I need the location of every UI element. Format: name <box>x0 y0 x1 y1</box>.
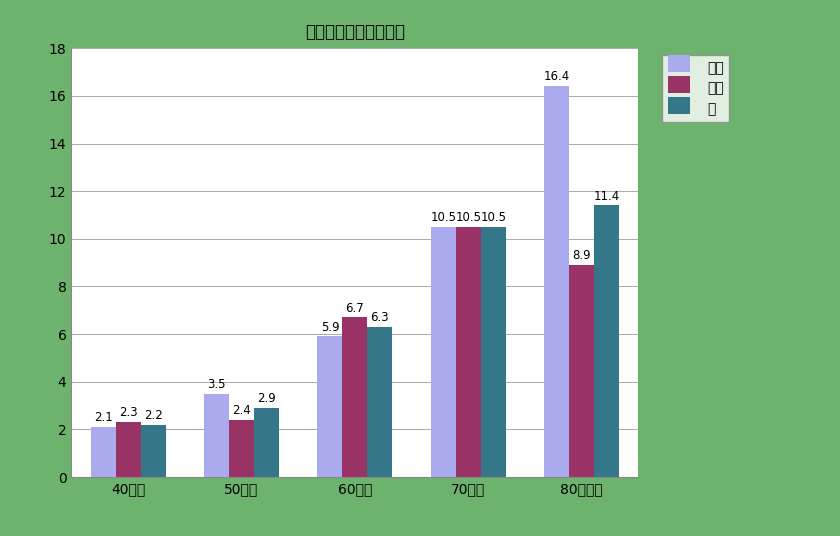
Bar <box>140 425 165 477</box>
Bar <box>116 422 140 477</box>
Text: 2.9: 2.9 <box>257 392 276 405</box>
Text: 6.7: 6.7 <box>345 302 365 315</box>
Bar <box>544 86 570 477</box>
Bar <box>480 227 506 477</box>
Bar <box>570 265 594 477</box>
Legend: 男性, 女性, 全: 男性, 女性, 全 <box>663 55 729 122</box>
Text: 3.5: 3.5 <box>207 378 226 391</box>
Bar <box>229 420 254 477</box>
Text: 2.3: 2.3 <box>118 406 138 419</box>
Bar <box>254 408 279 477</box>
Title: 全緑内障年代別有病率: 全緑内障年代別有病率 <box>305 23 405 41</box>
Text: 16.4: 16.4 <box>543 71 570 84</box>
Bar <box>594 205 619 477</box>
Text: 8.9: 8.9 <box>572 249 591 262</box>
Bar <box>456 227 480 477</box>
Text: 10.5: 10.5 <box>455 211 481 224</box>
Text: 6.3: 6.3 <box>370 311 389 324</box>
Text: 5.9: 5.9 <box>321 321 339 333</box>
Bar <box>367 327 392 477</box>
Bar <box>343 317 367 477</box>
Text: 10.5: 10.5 <box>480 211 507 224</box>
Bar <box>318 337 343 477</box>
Text: 10.5: 10.5 <box>430 211 456 224</box>
Text: 2.4: 2.4 <box>232 404 251 417</box>
Bar <box>91 427 116 477</box>
Text: 2.2: 2.2 <box>144 409 162 422</box>
Text: 2.1: 2.1 <box>94 411 113 424</box>
Bar <box>204 393 229 477</box>
Bar <box>431 227 456 477</box>
Text: 11.4: 11.4 <box>594 190 620 203</box>
